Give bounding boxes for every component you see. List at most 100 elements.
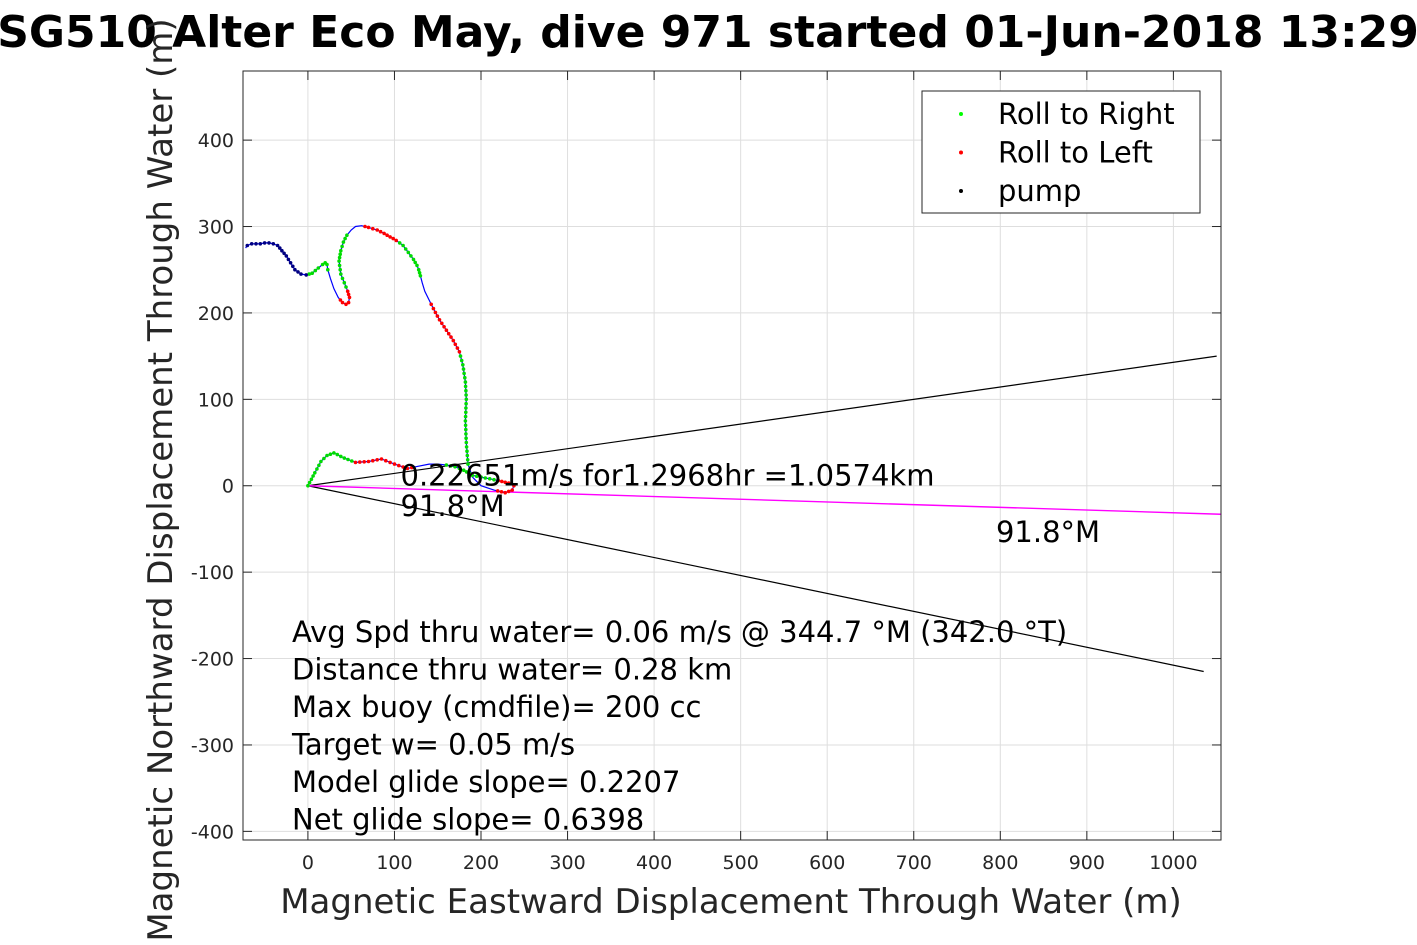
drift-line [307, 485, 1221, 515]
track-marker [464, 445, 469, 449]
track-marker [474, 474, 479, 479]
track-marker [459, 358, 464, 363]
y-tick-label: 100 [198, 389, 234, 411]
track-marker [313, 268, 318, 273]
track-marker [455, 346, 460, 350]
stat-line-4: Model glide slope= 0.2207 [292, 765, 680, 799]
track-marker [271, 242, 276, 246]
track-marker [375, 228, 380, 232]
track-marker [487, 477, 492, 481]
track-marker [245, 243, 250, 248]
track-marker [463, 380, 468, 384]
legend-marker [959, 150, 963, 155]
track-marker [500, 479, 504, 484]
x-tick-label: 700 [896, 852, 932, 874]
track-marker [275, 243, 280, 248]
x-tick-label: 200 [463, 852, 499, 874]
annotation-1: 91.8°M [401, 489, 505, 523]
track-marker [464, 427, 468, 432]
track-marker [463, 384, 468, 389]
track-marker [288, 261, 293, 265]
track-marker [344, 302, 348, 307]
track-marker [409, 254, 413, 258]
track-marker [342, 280, 347, 285]
track-marker [371, 458, 375, 463]
x-tick-label: 1000 [1149, 852, 1197, 874]
track-marker [332, 451, 336, 455]
track-marker [267, 241, 271, 245]
track-marker [262, 241, 267, 245]
stat-line-3: Target w= 0.05 m/s [291, 728, 575, 762]
plot-frame [242, 70, 1222, 841]
track-marker [464, 436, 468, 441]
track-marker [453, 464, 457, 469]
heading-line-upper [307, 355, 1217, 487]
track-marker [346, 457, 350, 462]
track-marker [296, 270, 300, 274]
track-marker [403, 247, 408, 251]
track-marker [463, 419, 468, 423]
track-marker [410, 465, 414, 470]
y-tick-label: 200 [198, 303, 234, 325]
track-marker [401, 465, 405, 469]
track-marker [311, 474, 315, 478]
track-marker [470, 473, 475, 478]
plot-layer [245, 224, 1221, 673]
track-marker [319, 459, 323, 464]
track-marker [310, 271, 315, 276]
legend-label: Roll to Left [998, 136, 1153, 170]
annotation-0: 0.22651m/s for1.2968hr =1.0574km [401, 459, 935, 493]
track-marker [322, 456, 326, 461]
track-marker [291, 264, 295, 269]
track-marker [437, 318, 442, 322]
stat-line-2: Max buoy (cmdfile)= 200 cc [292, 690, 701, 724]
track-marker [417, 271, 422, 275]
track-marker [465, 458, 470, 462]
track-marker [463, 423, 468, 428]
track-marker [299, 272, 303, 276]
track-marker [335, 452, 340, 457]
track-marker [339, 454, 343, 459]
track-marker [385, 233, 389, 237]
track-marker [358, 460, 362, 464]
track-marker [343, 236, 347, 241]
track-marker [495, 489, 500, 493]
annotation-2: 91.8°M [996, 515, 1100, 549]
track-marker [278, 246, 282, 250]
track-marker [309, 477, 314, 482]
track-marker [466, 462, 470, 466]
track-marker [442, 325, 446, 329]
legend: Roll to Right Roll to Left pump [921, 90, 1201, 214]
track-marker [464, 432, 468, 436]
track-marker [435, 314, 440, 318]
track-marker [464, 410, 468, 415]
track-marker [458, 354, 463, 358]
y-tick-label: 300 [198, 217, 234, 239]
track-marker [413, 260, 418, 265]
track-marker [483, 476, 488, 480]
track-marker [461, 367, 466, 371]
x-tick-label: 100 [376, 852, 412, 874]
track-marker [391, 236, 396, 241]
track-marker [464, 406, 468, 410]
legend-box [921, 90, 1201, 214]
track-marker [506, 481, 511, 485]
track-marker [464, 401, 468, 406]
track-marker [446, 331, 451, 336]
track-marker [379, 457, 384, 461]
track-marker [431, 306, 436, 311]
track-marker [406, 250, 411, 255]
track-marker [340, 276, 345, 281]
track-marker [328, 452, 333, 457]
dive-statistics: Avg Spd thru water= 0.06 m/s @ 344.7 °M … [291, 615, 1067, 837]
track-marker [350, 459, 354, 463]
track-marker [306, 483, 310, 488]
track-marker [378, 229, 383, 234]
roll-markers [245, 224, 516, 495]
track-marker [340, 300, 345, 305]
x-axis-label: Magnetic Eastward Displacement Through W… [280, 882, 1182, 922]
y-tick-label: -200 [191, 649, 234, 671]
track-marker [462, 371, 466, 376]
track-marker [448, 464, 453, 468]
track-marker [461, 468, 466, 473]
